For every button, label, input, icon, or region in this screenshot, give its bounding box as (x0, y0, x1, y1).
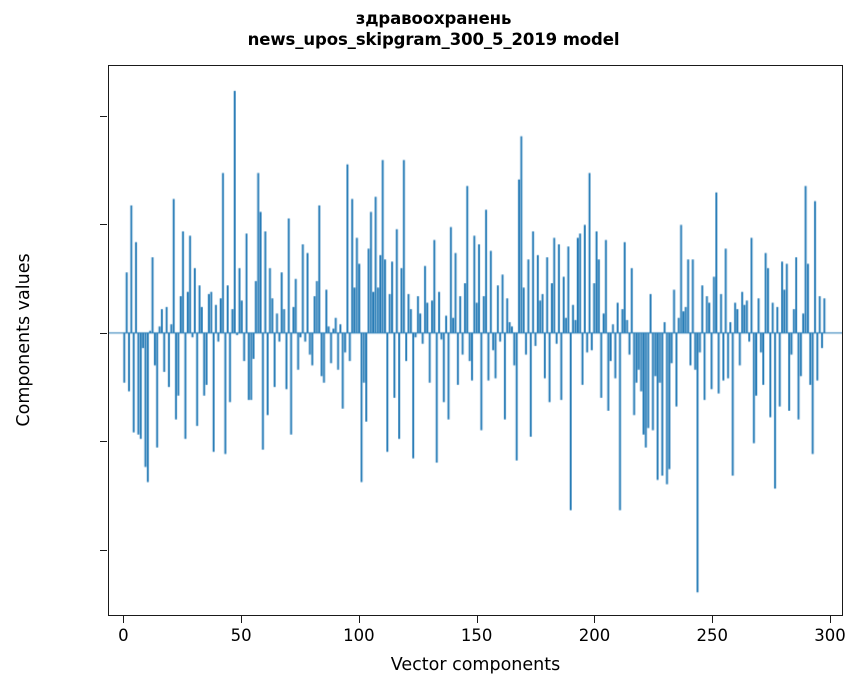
x-axis-tick-label: 300 (814, 626, 846, 645)
x-axis-tick (712, 616, 714, 623)
y-axis-tick (100, 332, 107, 334)
x-axis-tick (476, 616, 478, 623)
y-axis-tick (100, 224, 107, 226)
bar-series-canvas (109, 66, 842, 615)
x-axis-tick (123, 616, 125, 623)
x-axis-tick-label: 150 (460, 626, 493, 645)
plot-area (108, 65, 843, 616)
y-axis-tick (100, 549, 107, 551)
x-axis-tick-label: 250 (696, 626, 729, 645)
x-axis-tick-label: 50 (230, 626, 252, 645)
x-axis-tick-label: 0 (118, 626, 129, 645)
chart-title: здравоохранень news_upos_skipgram_300_5_… (0, 8, 867, 50)
x-axis-tick (830, 616, 832, 623)
x-axis-tick (358, 616, 360, 623)
x-axis-tick (594, 616, 596, 623)
y-axis-tick (100, 441, 107, 443)
chart-title-line-1: здравоохранень (355, 9, 512, 28)
x-axis-label: Vector components (390, 655, 561, 675)
x-axis-tick-label: 200 (578, 626, 611, 645)
y-axis-label: Components values (14, 253, 34, 427)
x-axis-tick-label: 100 (343, 626, 375, 645)
x-axis-tick (241, 616, 243, 623)
chart-title-line-2: news_upos_skipgram_300_5_2019 model (247, 30, 620, 49)
y-axis-tick (100, 115, 107, 117)
